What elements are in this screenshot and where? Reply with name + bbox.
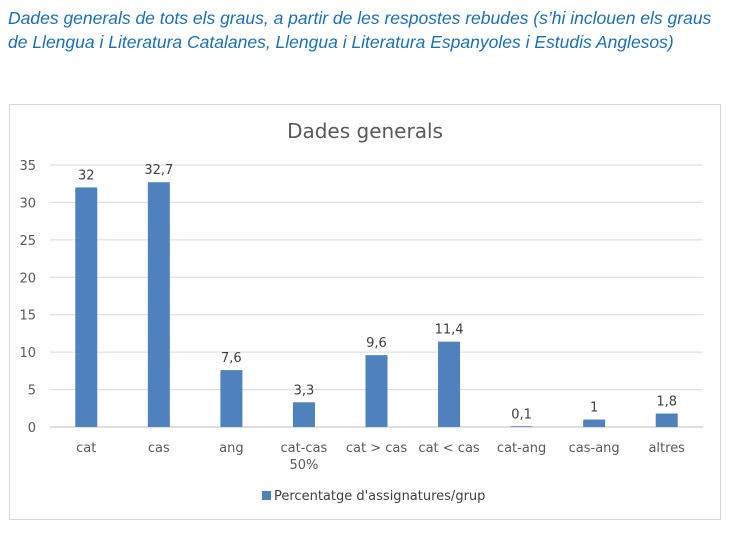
data-label: 1,8 <box>656 395 677 410</box>
bar <box>75 187 98 427</box>
y-tick-label: 10 <box>19 346 36 361</box>
y-tick-label: 0 <box>28 421 36 436</box>
y-tick-label: 5 <box>28 384 36 399</box>
legend-swatch <box>262 491 271 500</box>
data-label: 0,1 <box>511 407 532 422</box>
x-tick-label: cat > cas <box>346 441 407 456</box>
data-label: 9,6 <box>366 336 387 351</box>
data-label: 3,3 <box>294 383 315 398</box>
data-label: 7,6 <box>221 351 242 366</box>
bar <box>655 413 678 427</box>
bar <box>147 182 170 427</box>
y-tick-label: 35 <box>19 159 36 174</box>
data-label: 11,4 <box>435 323 464 338</box>
bar <box>510 426 533 427</box>
bar <box>292 402 315 427</box>
x-tick-label: cas-ang <box>569 441 620 456</box>
x-tick-label: altres <box>648 441 685 456</box>
chart-title: Dades generals <box>287 119 443 143</box>
bar <box>583 419 606 427</box>
legend-label: Percentatge d'assignatures/grup <box>274 489 485 504</box>
bar <box>438 341 461 427</box>
x-tick-label: ang <box>219 441 243 456</box>
chart-container <box>9 104 721 520</box>
data-label: 32 <box>78 168 95 183</box>
x-tick-label: cat <box>76 441 96 456</box>
y-tick-label: 15 <box>19 309 36 324</box>
bar <box>365 355 388 427</box>
x-tick-label: cat-ang <box>497 441 546 456</box>
data-label: 1 <box>590 401 598 416</box>
x-tick-label: cat < cas <box>418 441 479 456</box>
bar <box>220 370 243 427</box>
y-tick-label: 25 <box>19 234 36 249</box>
y-tick-label: 30 <box>19 196 36 211</box>
x-tick-label: cat-cas <box>281 441 328 456</box>
x-tick-label: 50% <box>289 458 318 473</box>
data-label: 32,7 <box>144 163 173 178</box>
x-tick-label: cas <box>148 441 170 456</box>
figure-caption: Dades generals de tots els graus, a part… <box>8 8 712 52</box>
y-tick-label: 20 <box>19 271 36 286</box>
